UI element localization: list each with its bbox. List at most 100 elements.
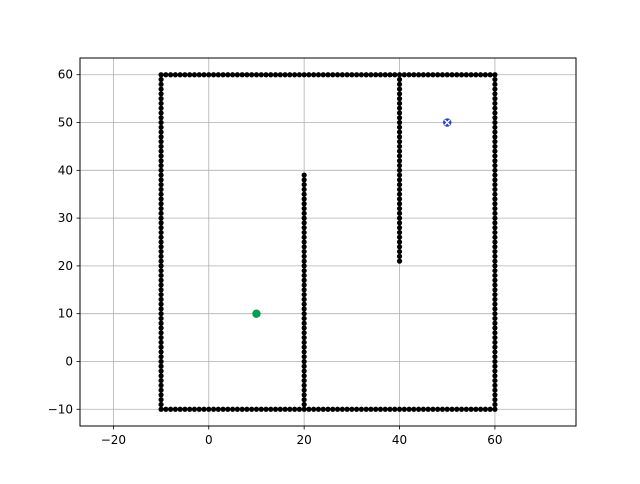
obstacle-point [449, 72, 454, 77]
obstacle-point [302, 302, 307, 307]
obstacle-point [492, 287, 497, 292]
obstacle-point [158, 106, 163, 111]
obstacle-point [492, 321, 497, 326]
obstacle-point [492, 220, 497, 225]
obstacle-point [440, 72, 445, 77]
obstacle-point [378, 407, 383, 412]
obstacle-point [468, 407, 473, 412]
obstacle-point [397, 144, 402, 149]
obstacle-point [158, 168, 163, 173]
obstacle-point [340, 407, 345, 412]
obstacle-point [173, 407, 178, 412]
obstacle-point [368, 407, 373, 412]
obstacle-point [201, 72, 206, 77]
obstacle-point [230, 407, 235, 412]
obstacle-point [397, 125, 402, 130]
obstacle-point [302, 254, 307, 259]
obstacle-point [483, 72, 488, 77]
obstacle-point [430, 407, 435, 412]
obstacle-point [383, 72, 388, 77]
obstacle-point [492, 402, 497, 407]
obstacle-point [158, 120, 163, 125]
obstacle-point [158, 349, 163, 354]
obstacle-point [249, 72, 254, 77]
obstacle-point [397, 77, 402, 82]
obstacle-point [397, 177, 402, 182]
obstacle-point [421, 72, 426, 77]
obstacle-point [397, 86, 402, 91]
obstacle-point [397, 91, 402, 96]
obstacle-point [492, 345, 497, 350]
obstacle-point [435, 72, 440, 77]
obstacle-point [302, 407, 307, 412]
obstacle-point [254, 72, 259, 77]
obstacle-point [492, 373, 497, 378]
obstacle-point [492, 101, 497, 106]
obstacle-point [302, 206, 307, 211]
obstacle-point [464, 407, 469, 412]
obstacle-point [158, 263, 163, 268]
obstacle-point [158, 311, 163, 316]
obstacle-point [178, 407, 183, 412]
obstacle-point [173, 72, 178, 77]
obstacle-point [158, 249, 163, 254]
obstacle-point [306, 407, 311, 412]
obstacle-point [492, 383, 497, 388]
obstacle-point [158, 129, 163, 134]
obstacle-point [426, 72, 431, 77]
obstacle-point [230, 72, 235, 77]
obstacle-point [302, 388, 307, 393]
obstacle-point [158, 230, 163, 235]
obstacle-point [302, 392, 307, 397]
obstacle-point [397, 172, 402, 177]
obstacle-point [492, 201, 497, 206]
obstacle-point [406, 72, 411, 77]
obstacle-point [158, 101, 163, 106]
obstacle-point [397, 163, 402, 168]
obstacle-point [158, 259, 163, 264]
obstacle-point [492, 263, 497, 268]
obstacle-point [426, 407, 431, 412]
obstacle-point [302, 364, 307, 369]
obstacle-point [397, 110, 402, 115]
obstacle-point [201, 407, 206, 412]
obstacle-point [344, 407, 349, 412]
obstacle-point [302, 325, 307, 330]
obstacle-point [158, 144, 163, 149]
obstacle-point [492, 216, 497, 221]
obstacle-point [397, 249, 402, 254]
obstacle-point [302, 230, 307, 235]
obstacle-point [492, 206, 497, 211]
obstacle-point [397, 187, 402, 192]
obstacle-point [478, 72, 483, 77]
obstacle-point [240, 407, 245, 412]
obstacle-point [244, 407, 249, 412]
obstacle-point [206, 72, 211, 77]
obstacle-point [492, 330, 497, 335]
obstacle-point [282, 72, 287, 77]
obstacle-point [158, 177, 163, 182]
obstacle-point [168, 407, 173, 412]
obstacle-point [373, 407, 378, 412]
obstacle-point [158, 302, 163, 307]
obstacle-point [492, 192, 497, 197]
obstacle-point [192, 407, 197, 412]
obstacle-point [158, 364, 163, 369]
obstacle-point [254, 407, 259, 412]
obstacle-point [273, 72, 278, 77]
obstacle-point [473, 407, 478, 412]
obstacle-point [302, 321, 307, 326]
obstacle-point [402, 72, 407, 77]
obstacle-point [349, 407, 354, 412]
obstacle-point [335, 407, 340, 412]
obstacle-point [397, 153, 402, 158]
obstacle-point [454, 72, 459, 77]
obstacle-point [311, 407, 316, 412]
obstacle-point [397, 96, 402, 101]
obstacle-point [302, 368, 307, 373]
obstacle-point [158, 110, 163, 115]
obstacle-point [158, 158, 163, 163]
obstacle-point [158, 407, 163, 412]
obstacle-point [158, 220, 163, 225]
obstacle-point [397, 182, 402, 187]
